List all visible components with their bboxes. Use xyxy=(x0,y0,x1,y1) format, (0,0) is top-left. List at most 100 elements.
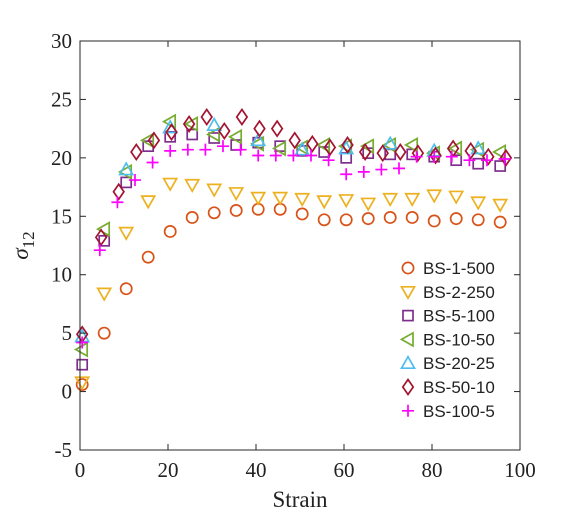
data-point xyxy=(229,203,243,217)
data-point xyxy=(97,326,111,340)
x-axis-label: Strain xyxy=(273,487,328,512)
data-point xyxy=(217,140,229,153)
data-point xyxy=(294,192,311,207)
legend-marker xyxy=(400,285,416,301)
data-point xyxy=(357,165,370,178)
data-point xyxy=(234,143,247,156)
data-point xyxy=(445,150,458,163)
data-point xyxy=(288,131,301,150)
y-tick-label: 20 xyxy=(51,146,72,170)
y-tick-label: 10 xyxy=(51,263,72,287)
data-point xyxy=(481,154,493,167)
data-point xyxy=(111,196,124,209)
data-point xyxy=(428,150,441,163)
data-point xyxy=(235,107,249,126)
data-point xyxy=(120,176,133,189)
legend-label: BS-1-500 xyxy=(423,259,495,278)
legend: BS-1-500 BS-2-250 BS-5-100 BS-10-50 BS-20-25… xyxy=(399,259,495,421)
series-BS-100-5 xyxy=(76,140,511,349)
y-axis-label-symbol: σ xyxy=(8,247,33,260)
data-point xyxy=(200,107,213,126)
data-point xyxy=(76,336,89,349)
data-point xyxy=(470,196,487,211)
legend-marker xyxy=(400,354,416,370)
data-point xyxy=(491,144,507,160)
data-point xyxy=(427,214,441,228)
legend-label: BS-5-100 xyxy=(423,307,495,326)
data-point xyxy=(472,157,485,170)
y-tick-label: 30 xyxy=(51,29,72,53)
data-point xyxy=(228,187,245,202)
data-point xyxy=(449,212,463,226)
x-tick-label: 20 xyxy=(158,458,179,482)
x-tick-label: 80 xyxy=(422,458,443,482)
data-point xyxy=(376,144,389,163)
data-point xyxy=(410,150,423,163)
data-point xyxy=(464,141,477,160)
data-point xyxy=(164,144,177,157)
legend-label: BS-100-5 xyxy=(423,402,495,421)
data-point xyxy=(306,134,319,153)
data-point xyxy=(141,250,155,264)
data-point xyxy=(358,143,372,162)
data-point xyxy=(322,154,335,167)
data-point xyxy=(74,376,91,391)
data-point xyxy=(93,244,106,257)
data-point xyxy=(403,137,419,153)
data-point xyxy=(382,135,399,150)
data-point xyxy=(482,147,495,166)
data-point xyxy=(252,149,265,162)
data-point xyxy=(471,213,485,227)
data-point xyxy=(147,131,161,150)
legend-item: BS-1-500 xyxy=(401,259,495,278)
data-point xyxy=(118,161,135,176)
data-point xyxy=(139,132,155,149)
data-point xyxy=(250,132,267,147)
y-tick-label: 25 xyxy=(51,87,72,111)
legend-item: BS-2-250 xyxy=(400,283,495,302)
data-point xyxy=(316,195,333,210)
y-tick-label: -5 xyxy=(55,438,73,462)
x-tick-label: 100 xyxy=(504,458,536,482)
legend-label: BS-50-10 xyxy=(423,378,495,397)
data-point xyxy=(338,194,355,209)
legend-label: BS-2-250 xyxy=(423,283,495,302)
data-point xyxy=(182,114,196,133)
series-BS-50-10 xyxy=(75,107,513,344)
data-point xyxy=(317,213,331,227)
data-point xyxy=(269,149,282,162)
legend-marker xyxy=(401,378,415,396)
data-point xyxy=(146,156,159,169)
data-point xyxy=(426,189,443,204)
data-point xyxy=(498,153,511,166)
data-point xyxy=(493,215,507,229)
legend-marker xyxy=(401,261,415,275)
data-point xyxy=(295,207,309,221)
data-point xyxy=(199,143,212,156)
legend-item: BS-20-25 xyxy=(400,354,495,373)
data-point xyxy=(165,123,178,142)
data-point xyxy=(494,160,507,172)
legend-item: BS-100-5 xyxy=(402,402,495,421)
data-point xyxy=(205,126,221,143)
data-point xyxy=(130,143,143,162)
data-point xyxy=(206,183,223,198)
data-point xyxy=(94,228,108,247)
data-point xyxy=(184,178,201,193)
data-point xyxy=(181,143,194,156)
y-tick-label: 5 xyxy=(62,321,73,345)
legend-marker xyxy=(402,404,414,417)
data-point xyxy=(207,206,221,220)
data-point xyxy=(271,140,287,157)
data-point xyxy=(140,195,157,210)
data-point xyxy=(429,146,442,165)
data-point xyxy=(119,282,133,296)
data-point xyxy=(448,190,465,205)
data-point xyxy=(118,226,135,241)
data-point xyxy=(129,174,141,187)
y-axis-label-subscript: 12 xyxy=(19,231,38,248)
data-point xyxy=(470,140,487,155)
series-BS-1-500 xyxy=(75,202,507,392)
data-point xyxy=(359,138,375,155)
